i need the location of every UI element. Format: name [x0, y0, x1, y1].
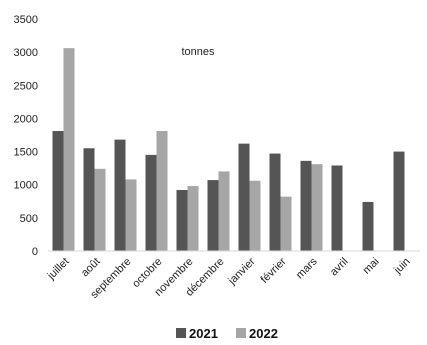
legend-label-2021: 2021 [189, 326, 218, 341]
bar-2021-décembre [207, 180, 219, 251]
bar-2021-mars [300, 160, 312, 251]
bar-2021-novembre [176, 190, 188, 251]
x-tick-label: avril [328, 256, 351, 279]
bar-2021-juin [393, 151, 405, 251]
x-tick-label: juillet [45, 256, 72, 283]
y-tick-label: 1500 [14, 147, 38, 159]
bar-2021-octobre [145, 154, 157, 251]
y-axis: 0 500 1000 1500 2000 2500 3000 3500 [14, 14, 38, 258]
bar-2021-septembre [114, 139, 126, 251]
x-axis: juillet aoûtseptembreoctobrenovembredécem… [45, 255, 413, 301]
y-tick-label: 2000 [14, 113, 38, 125]
bar-2022-novembre [187, 186, 199, 251]
bar-2022-février [280, 196, 292, 251]
legend-swatch-2022 [236, 328, 246, 338]
bar-2021-juillet [52, 131, 64, 251]
x-tick-label: mai [361, 256, 382, 277]
y-tick-label: 3000 [14, 47, 38, 59]
legend: 2021 2022 [176, 326, 278, 341]
x-tick-label: janvier [226, 255, 258, 287]
y-tick-label: 1000 [14, 180, 38, 192]
y-tick-label: 2500 [14, 80, 38, 92]
legend-label-2022: 2022 [249, 326, 278, 341]
bar-2022-mars [311, 164, 323, 251]
bar-2021-mai [362, 201, 374, 251]
bar-2021-février [269, 153, 281, 251]
bar-2022-janvier [249, 180, 261, 251]
legend-swatch-2021 [176, 328, 186, 338]
unit-label: tonnes [181, 46, 215, 58]
y-tick-label: 3500 [14, 14, 38, 26]
x-tick-label: mars [294, 255, 320, 281]
y-tick-label: 0 [32, 246, 38, 258]
bar-2022-décembre [218, 171, 230, 251]
x-tick-label: août [79, 256, 103, 280]
x-tick-label: février [259, 255, 289, 285]
bar-2021-avril [331, 165, 343, 251]
bar-2021-août [83, 148, 95, 251]
bar-2022-août [94, 168, 106, 251]
bars [52, 48, 405, 252]
bar-2022-septembre [125, 179, 137, 251]
x-tick-label: juin [391, 256, 412, 277]
y-tick-label: 500 [20, 213, 38, 225]
bar-2021-janvier [238, 143, 250, 251]
bar-2022-juillet [63, 48, 75, 252]
bar-2022-octobre [156, 131, 168, 251]
